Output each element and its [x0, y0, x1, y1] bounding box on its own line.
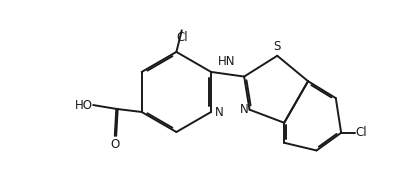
Text: O: O [110, 138, 119, 151]
Text: N: N [240, 103, 249, 116]
Text: Cl: Cl [356, 126, 367, 139]
Text: HN: HN [218, 55, 235, 68]
Text: Cl: Cl [176, 31, 188, 44]
Text: N: N [215, 106, 223, 119]
Text: S: S [274, 40, 281, 53]
Text: HO: HO [75, 99, 93, 112]
